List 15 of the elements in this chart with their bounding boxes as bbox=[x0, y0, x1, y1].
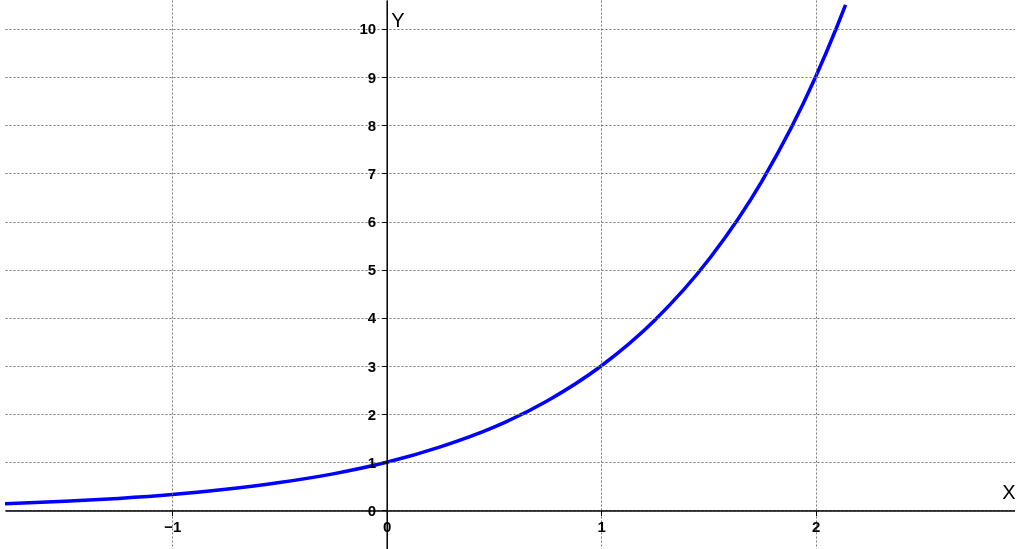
x-tick-label: 2 bbox=[811, 517, 821, 535]
y-tick-label: 10 bbox=[359, 20, 377, 38]
x-tick-label: 1 bbox=[597, 517, 606, 535]
y-tick-label: 4 bbox=[367, 309, 377, 327]
y-tick-label: 6 bbox=[367, 213, 377, 231]
y-tick-label: 3 bbox=[367, 357, 377, 375]
y-tick-label: 2 bbox=[367, 405, 377, 423]
y-tick-label: 5 bbox=[367, 261, 377, 279]
x-axis-title: X bbox=[1002, 480, 1016, 503]
y-axis-title: Y bbox=[391, 8, 405, 31]
y-tick-label: 8 bbox=[367, 116, 377, 134]
x-tick-label: −1 bbox=[164, 517, 182, 535]
line-series bbox=[5, 3, 848, 506]
y-tick-label: 7 bbox=[367, 164, 377, 182]
y-tick-label: 9 bbox=[367, 68, 377, 86]
